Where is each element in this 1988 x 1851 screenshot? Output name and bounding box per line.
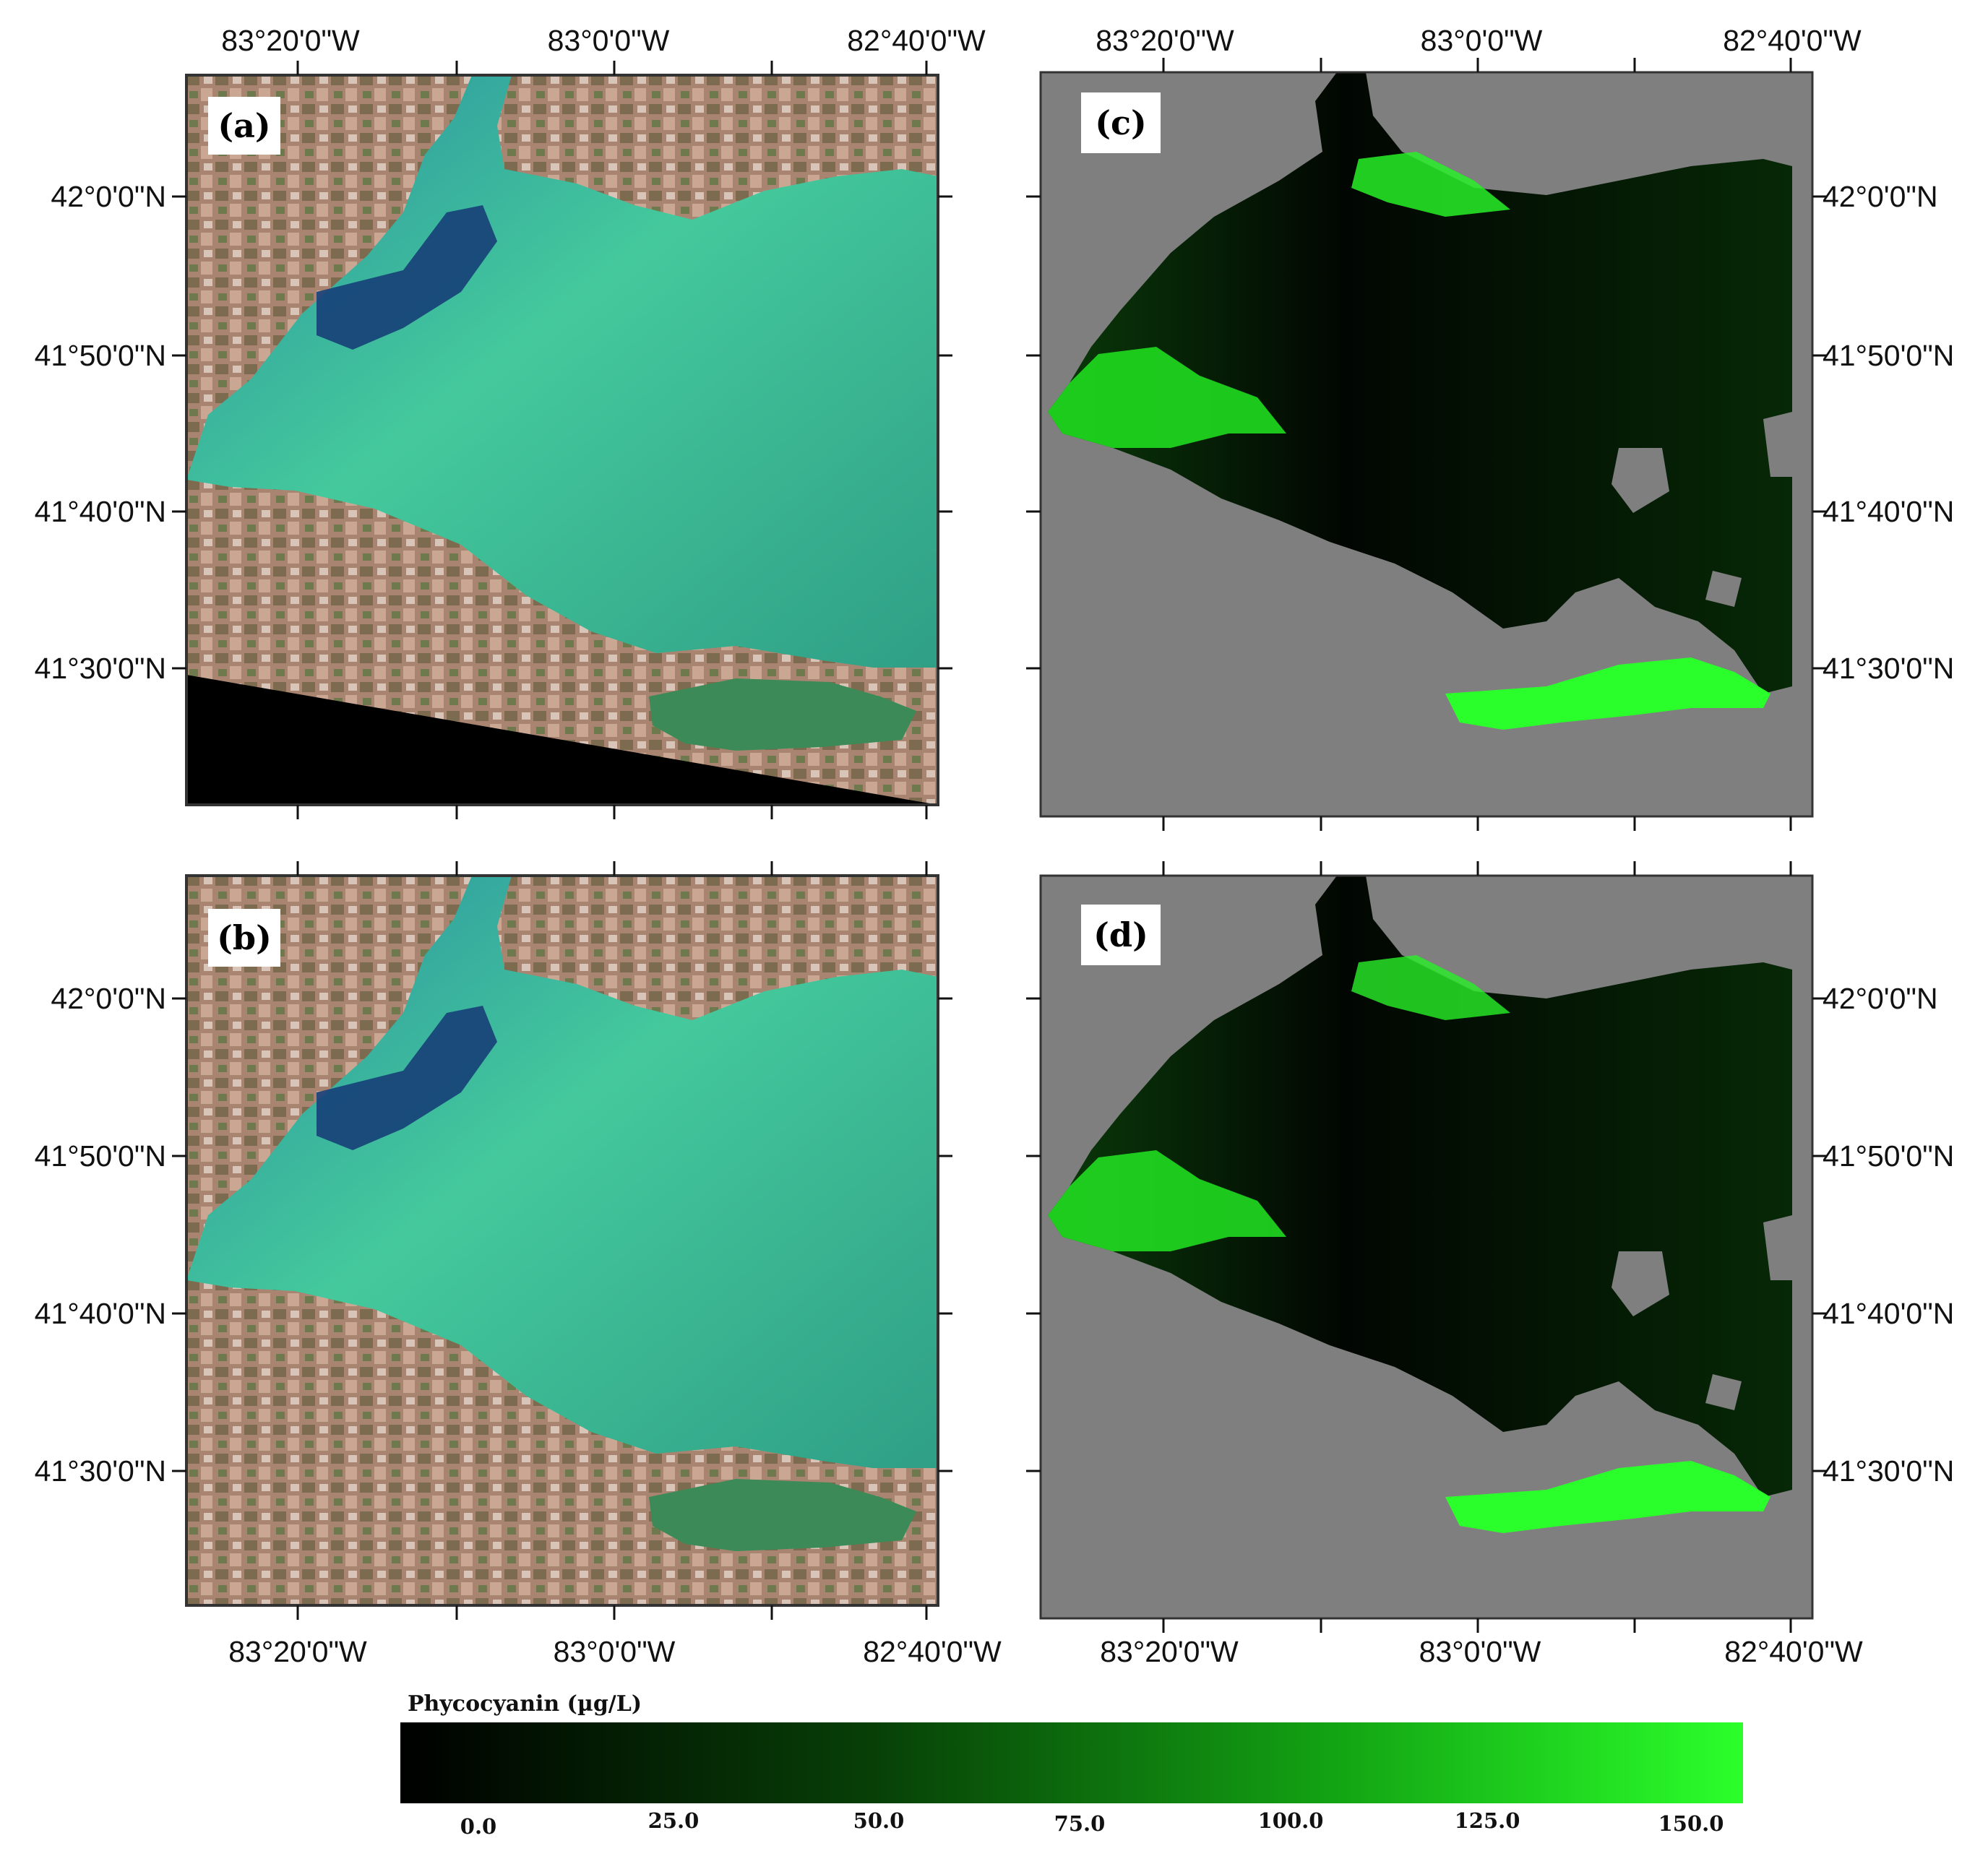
lat-label-a-4: 41°30'0"N — [35, 652, 166, 685]
lon-label-bottom-left-1: 83°20'0"W — [228, 1635, 367, 1668]
lat-label-a-1: 42°0'0"N — [51, 180, 166, 213]
lat-label-b-2: 41°50'0"N — [35, 1139, 166, 1173]
colorbar-tick-150: 150.0 — [1658, 1811, 1724, 1836]
lon-label-bottom-right-1: 83°20'0"W — [1100, 1635, 1239, 1668]
panel-label: (a) — [218, 106, 270, 145]
colorbar-gradient — [400, 1722, 1743, 1803]
colorbar-tick-100: 100.0 — [1258, 1808, 1324, 1833]
lat-label-d-1: 42°0'0"N — [1823, 982, 1938, 1015]
colorbar-tick-0: 0.0 — [460, 1814, 496, 1839]
panel-label-box — [1081, 905, 1161, 965]
panel-a: (a) — [185, 74, 939, 806]
tick-marks — [172, 58, 1827, 1633]
lat-label-a-2: 41°50'0"N — [35, 339, 166, 372]
colorbar: Phycocyanin (µg/L) 0.0 25.0 50.0 75.0 10… — [400, 1691, 1743, 1839]
lat-label-d-4: 41°30'0"N — [1823, 1454, 1954, 1488]
panel-frame — [1039, 874, 1814, 1620]
panel-label-box — [208, 97, 280, 155]
lon-label-top-left-3: 82°40'0"W — [847, 24, 986, 57]
lon-label-top-left-1: 83°20'0"W — [221, 24, 360, 57]
lon-label-bottom-right-3: 82°40'0"W — [1724, 1635, 1863, 1668]
panel-label: (c) — [1095, 103, 1147, 142]
lat-label-c-3: 41°40'0"N — [1823, 495, 1954, 528]
lat-label-d-3: 41°40'0"N — [1823, 1297, 1954, 1330]
panel-d: (d) — [1039, 874, 1814, 1620]
panel-frame — [185, 74, 939, 806]
lat-label-d-2: 41°50'0"N — [1823, 1139, 1954, 1173]
colorbar-title: Phycocyanin (µg/L) — [408, 1691, 642, 1717]
lat-label-c-1: 42°0'0"N — [1823, 180, 1938, 213]
lat-label-c-4: 41°30'0"N — [1823, 652, 1954, 685]
colorbar-tick-50: 50.0 — [853, 1808, 905, 1833]
lat-label-b-1: 42°0'0"N — [51, 982, 166, 1015]
colorbar-tick-125: 125.0 — [1455, 1808, 1520, 1833]
lon-label-bottom-left-3: 82°40'0"W — [863, 1635, 1002, 1668]
lon-label-top-left-2: 83°0'0"W — [548, 24, 670, 57]
panel-frame — [1039, 71, 1814, 818]
lon-label-top-right-3: 82°40'0"W — [1723, 24, 1862, 57]
lon-label-bottom-left-2: 83°0'0"W — [554, 1635, 676, 1668]
panel-label: (b) — [217, 918, 272, 957]
colorbar-tick-25: 25.0 — [648, 1808, 700, 1833]
panel-b: (b) — [185, 874, 939, 1607]
no-data-swath — [186, 675, 938, 805]
lon-label-bottom-right-2: 83°0'0"W — [1419, 1635, 1541, 1668]
panel-label-box — [208, 909, 280, 967]
panel-label-box — [1081, 92, 1161, 153]
colorbar-tick-75: 75.0 — [1054, 1811, 1106, 1836]
panel-label: (d) — [1093, 915, 1148, 954]
lon-label-top-right-2: 83°0'0"W — [1421, 24, 1543, 57]
lon-label-top-right-1: 83°20'0"W — [1096, 24, 1234, 57]
panel-frame — [185, 874, 939, 1607]
lat-label-b-3: 41°40'0"N — [35, 1297, 166, 1330]
lat-label-a-3: 41°40'0"N — [35, 495, 166, 528]
lat-label-b-4: 41°30'0"N — [35, 1454, 166, 1488]
panel-c: (c) — [1039, 71, 1814, 818]
lat-label-c-2: 41°50'0"N — [1823, 339, 1954, 372]
